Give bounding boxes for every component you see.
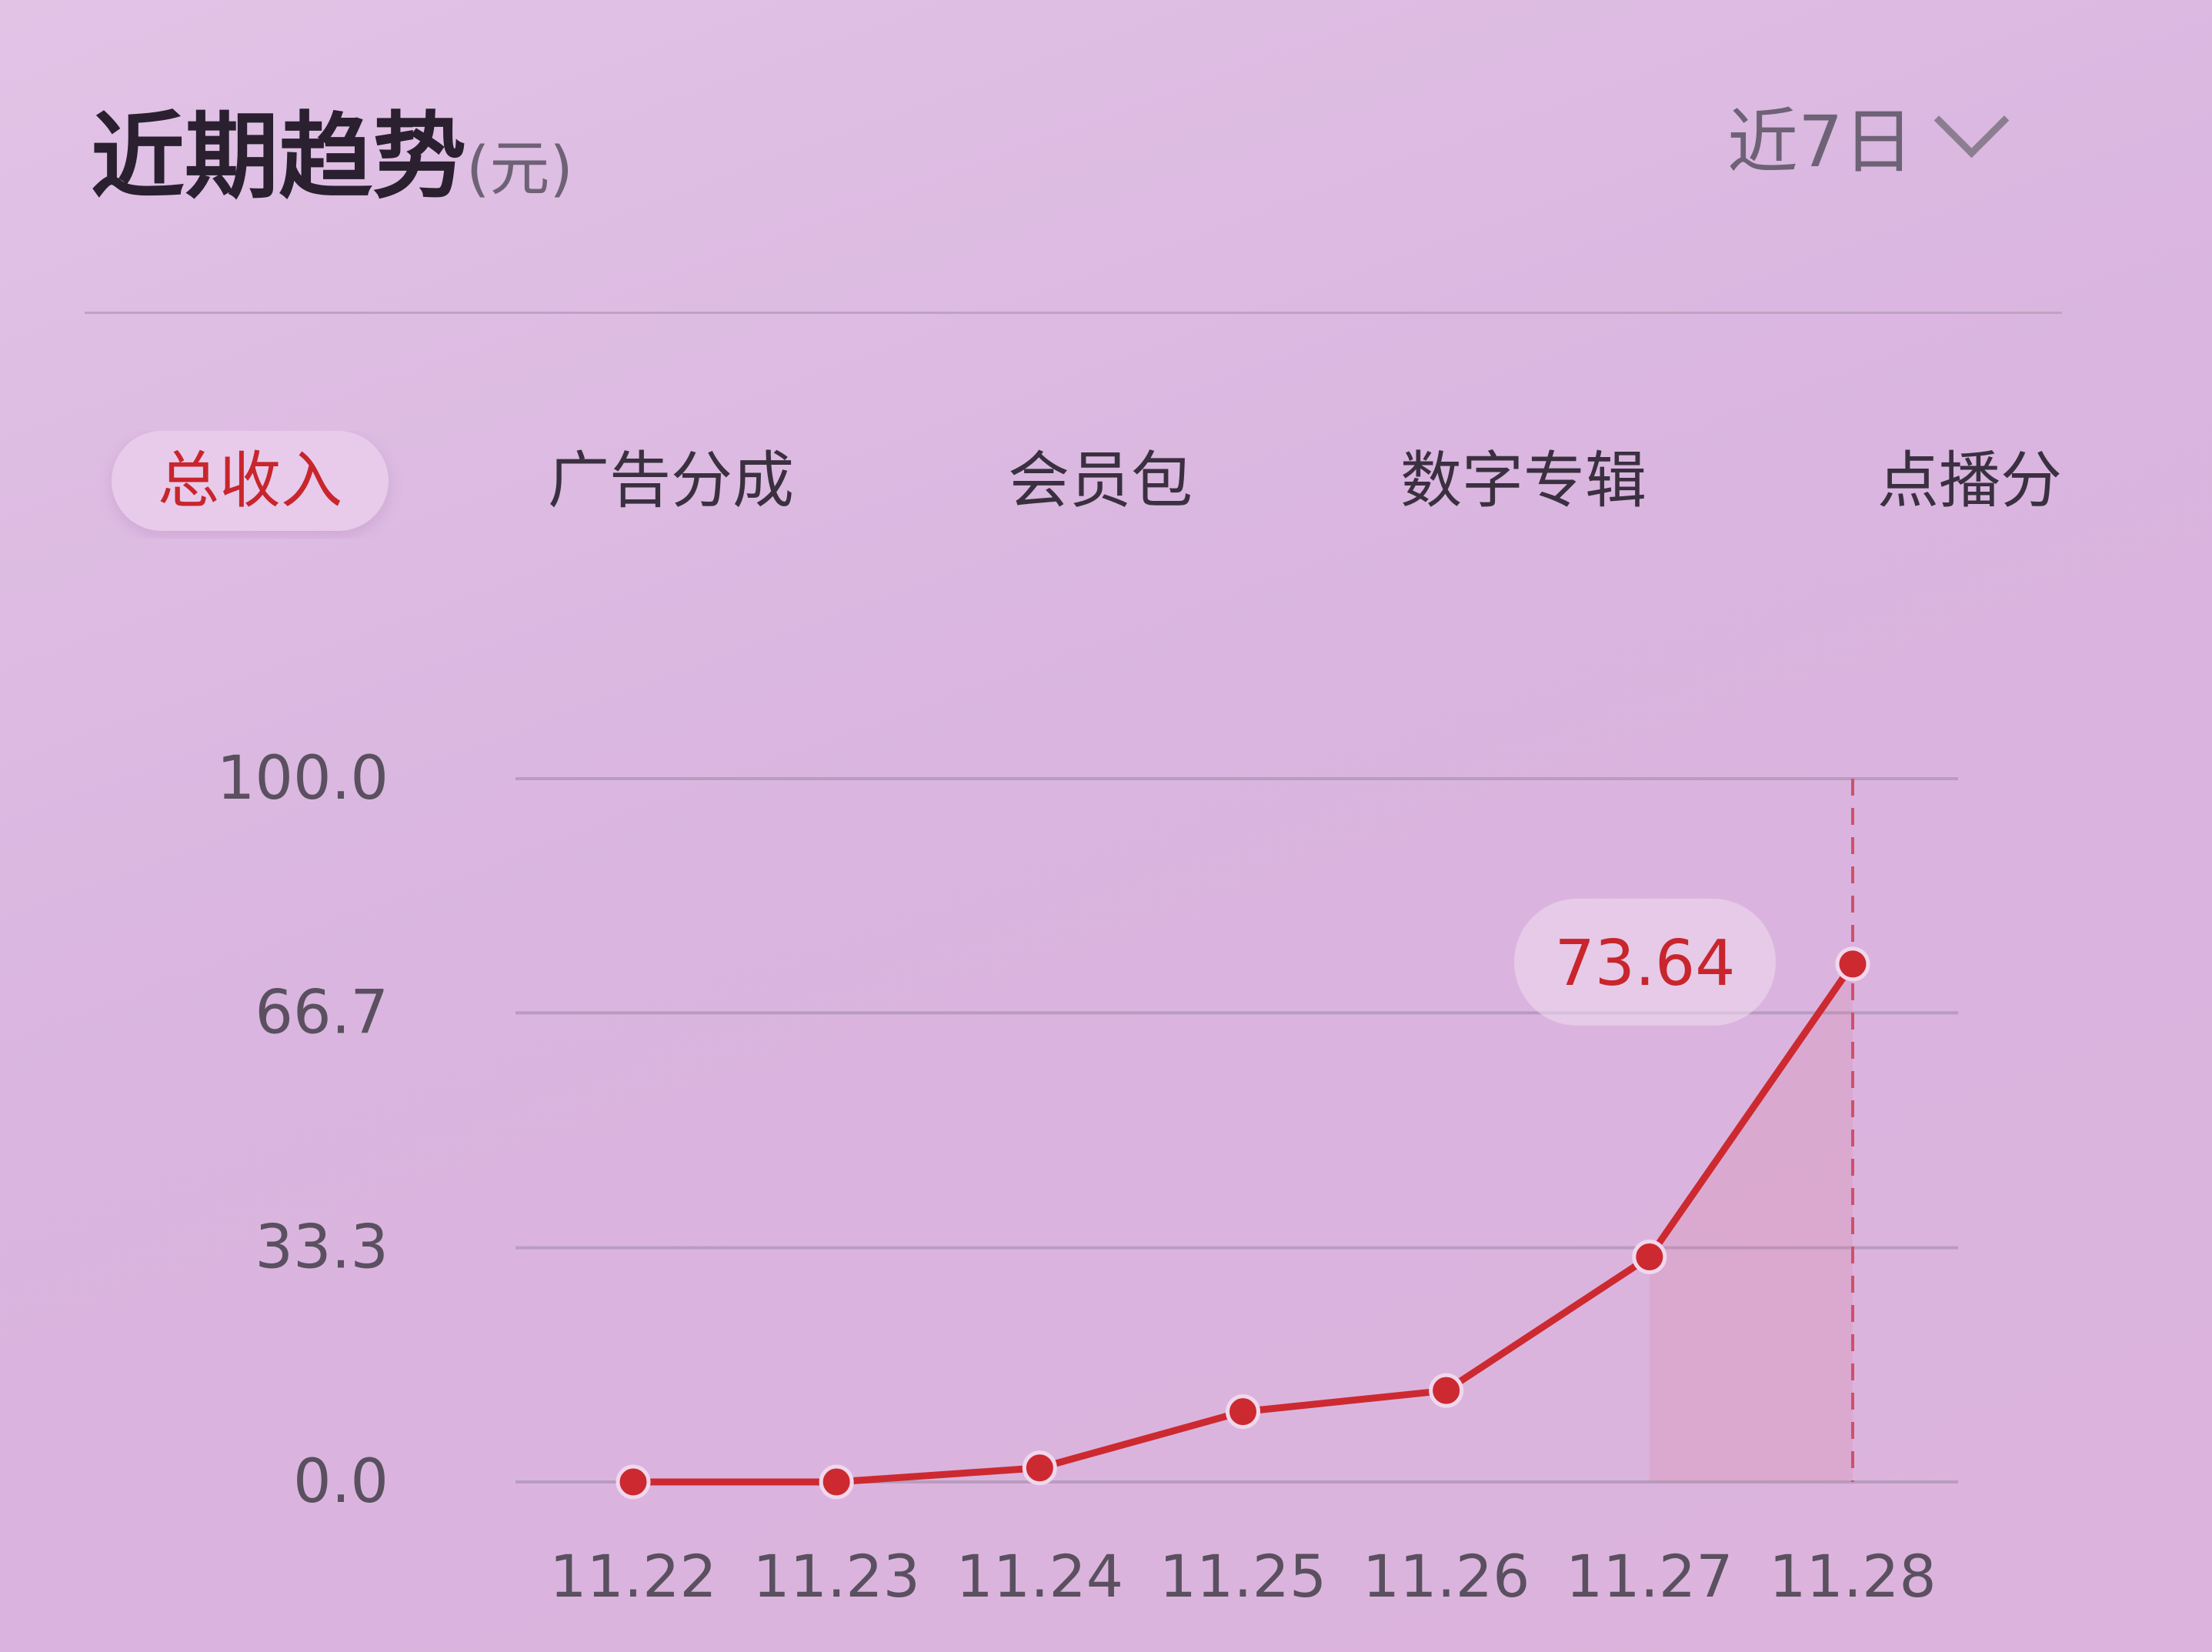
x-tick-label: 11.25 (1159, 1542, 1327, 1610)
data-point (1835, 946, 1870, 982)
tab-on-demand[interactable]: 点播分 (1877, 445, 2062, 516)
x-tick-label: 11.24 (956, 1542, 1124, 1610)
data-point (616, 1464, 651, 1500)
data-point (1022, 1450, 1057, 1486)
title-unit: (元) (466, 135, 573, 204)
data-point (819, 1464, 854, 1500)
y-tick-label: 100.0 (217, 744, 389, 813)
y-tick-label: 0.0 (293, 1447, 389, 1517)
value-tooltip (1514, 898, 1776, 1026)
y-tick-label: 33.3 (255, 1213, 389, 1283)
data-point (1226, 1394, 1260, 1430)
data-point (1632, 1240, 1667, 1275)
divider (85, 312, 2062, 314)
y-tick-label: 66.7 (255, 978, 389, 1047)
tab-ad-share[interactable]: 广告分成 (548, 445, 794, 516)
data-point (1429, 1373, 1464, 1408)
value-tooltip-label: 73.64 (1555, 927, 1736, 1000)
tab-total-income[interactable]: 总收入 (112, 431, 389, 531)
date-range-dropdown[interactable]: 近7日 (1727, 82, 2009, 187)
tab-membership[interactable]: 会员包 (1008, 445, 1193, 516)
x-tick-label: 11.27 (1566, 1542, 1733, 1610)
title-text: 近期趋势 (91, 102, 466, 212)
x-tick-label: 11.22 (549, 1542, 717, 1610)
date-range-label: 近7日 (1727, 101, 1914, 183)
x-tick-label: 11.28 (1769, 1542, 1937, 1610)
category-tabs: 总收入 广告分成 会员包 数字专辑 点播分 (0, 431, 2062, 539)
highlight-area (1649, 963, 1853, 1482)
x-tick-label: 11.23 (752, 1542, 920, 1610)
section-title: 近期趋势(元) (91, 81, 573, 217)
tab-digital-album[interactable]: 数字专辑 (1400, 445, 1646, 516)
x-tick-label: 11.26 (1363, 1542, 1530, 1610)
